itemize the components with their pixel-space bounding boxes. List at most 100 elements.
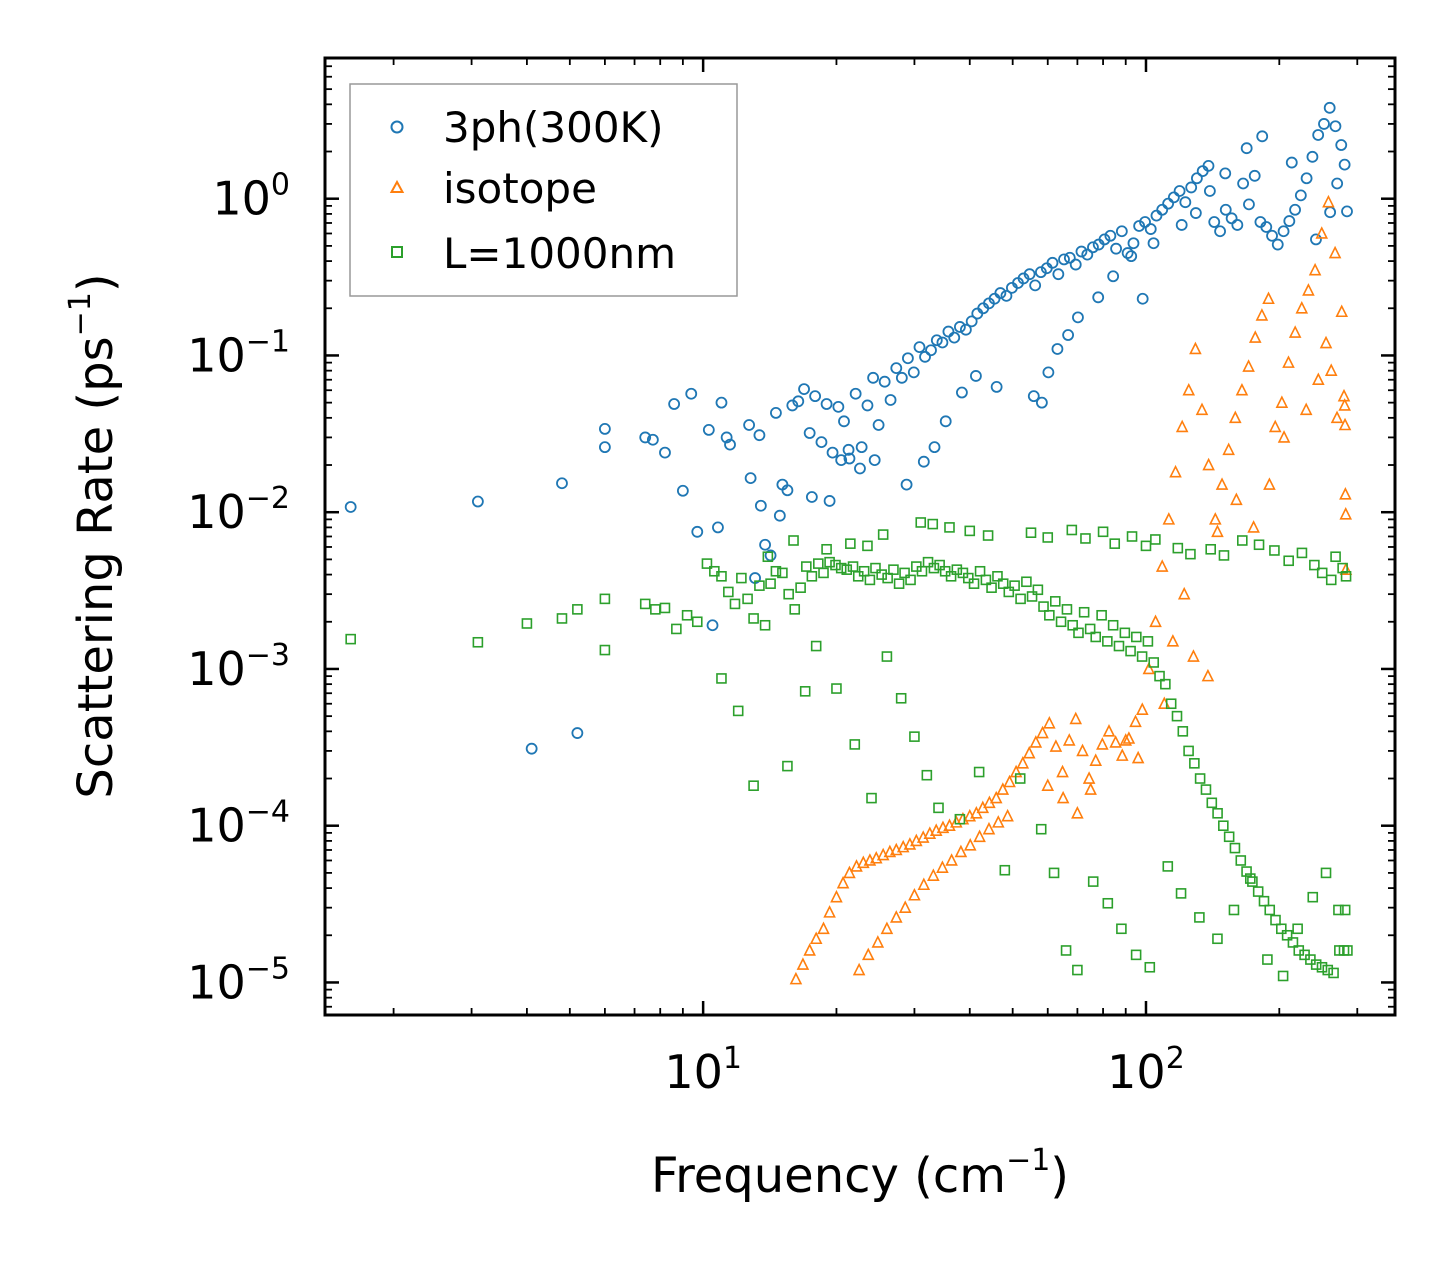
data-point <box>1247 520 1260 533</box>
data-point <box>1335 304 1349 318</box>
data-point <box>1102 636 1113 647</box>
data-point <box>650 604 661 615</box>
data-point <box>1183 745 1194 757</box>
data-point <box>1266 229 1278 242</box>
data-point <box>1104 229 1117 242</box>
data-point <box>1202 457 1215 471</box>
data-point <box>1044 609 1055 621</box>
data-point <box>1201 668 1215 682</box>
data-point <box>1230 492 1243 506</box>
data-point <box>736 572 747 584</box>
data-point <box>1162 512 1176 525</box>
data-point <box>1150 209 1163 222</box>
data-point <box>681 609 693 621</box>
data-point <box>868 454 881 466</box>
data-point <box>1331 177 1344 190</box>
data-point <box>1242 359 1255 372</box>
data-point <box>878 375 891 388</box>
data-point <box>759 538 771 551</box>
data-point <box>1255 308 1269 321</box>
data-point <box>1324 363 1338 376</box>
data-point <box>1121 247 1134 259</box>
data-point <box>1341 205 1353 218</box>
data-point <box>1175 888 1187 899</box>
data-point <box>810 640 822 652</box>
data-point <box>944 522 955 533</box>
data-point <box>1067 619 1078 631</box>
data-point <box>982 821 996 835</box>
data-point <box>1125 645 1136 657</box>
y-axis-label-text: Scattering Rate (ps <box>68 336 124 798</box>
data-point <box>1339 506 1353 520</box>
data-point <box>1316 567 1328 579</box>
data-point <box>1023 268 1036 281</box>
data-point <box>1212 933 1223 945</box>
data-point <box>980 574 992 586</box>
data-point <box>729 598 741 610</box>
data-point <box>1090 631 1102 643</box>
legend: 3ph(300K) isotope L=1000nm <box>349 83 738 297</box>
data-point <box>1029 735 1043 748</box>
data-point <box>889 910 903 923</box>
data-point <box>1312 372 1325 386</box>
data-point <box>659 446 671 459</box>
data-point <box>1069 258 1082 271</box>
data-point <box>1022 745 1036 759</box>
plot-frame <box>323 56 1397 1017</box>
data-point <box>1263 477 1276 490</box>
data-point <box>659 602 671 614</box>
data-point <box>973 766 985 778</box>
data-point <box>1187 649 1200 662</box>
data-point <box>835 562 847 574</box>
data-point <box>671 623 682 635</box>
data-point <box>770 407 782 419</box>
y-tick-label: 10−2 <box>187 481 290 539</box>
data-point <box>1021 576 1032 588</box>
data-point <box>1283 215 1296 227</box>
data-point <box>1247 876 1258 887</box>
legend-entry-isotope: isotope <box>389 164 597 213</box>
data-point <box>798 383 810 396</box>
data-point <box>913 341 926 354</box>
data-point <box>817 921 830 935</box>
data-point <box>849 739 861 750</box>
data-point <box>753 429 766 442</box>
data-point <box>1248 330 1262 343</box>
data-point <box>963 572 974 584</box>
data-point <box>1325 574 1337 586</box>
data-point <box>1119 733 1133 746</box>
data-point <box>1027 390 1040 403</box>
data-point <box>1129 714 1142 728</box>
data-point <box>893 578 905 589</box>
data-point <box>1194 912 1205 923</box>
data-point <box>1338 417 1352 431</box>
data-point <box>789 971 803 985</box>
data-point <box>831 683 842 694</box>
data-point <box>1306 150 1319 163</box>
data-point <box>1046 256 1059 269</box>
data-point <box>1310 959 1322 970</box>
data-point <box>1194 773 1206 784</box>
data-point <box>852 962 866 976</box>
data-point <box>915 517 927 528</box>
data-point <box>1302 283 1315 296</box>
data-point <box>917 455 930 468</box>
data-point <box>845 538 856 549</box>
data-point <box>877 529 889 540</box>
data-point <box>685 387 698 400</box>
y-axis-label: Scattering Rate (ps−1) <box>63 273 124 798</box>
data-point <box>1072 964 1083 976</box>
data-point <box>900 478 913 491</box>
data-point <box>792 395 805 408</box>
data-point <box>1190 172 1203 185</box>
data-point <box>1034 266 1047 279</box>
data-point <box>959 323 972 336</box>
data-point <box>1222 442 1235 456</box>
data-point <box>934 559 945 571</box>
data-point <box>639 431 652 444</box>
data-point <box>809 931 823 945</box>
data-point <box>986 582 997 593</box>
data-point <box>1330 551 1341 563</box>
data-point <box>1208 216 1221 228</box>
